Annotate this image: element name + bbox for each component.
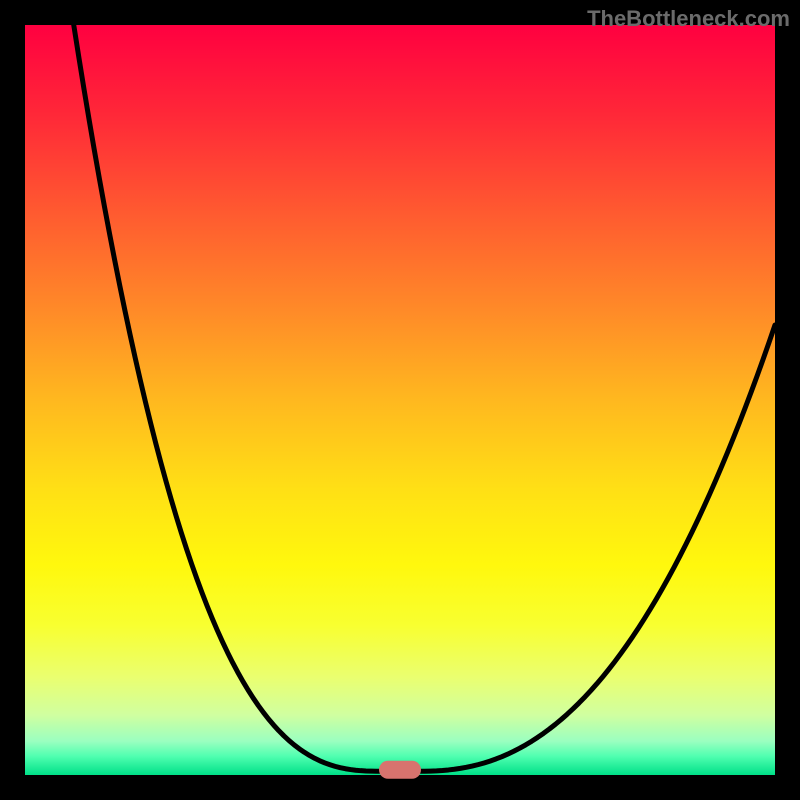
figure-container: TheBottleneck.com (0, 0, 800, 800)
optimum-marker (379, 761, 421, 779)
watermark-text: TheBottleneck.com (587, 6, 790, 32)
bottleneck-chart (0, 0, 800, 800)
plot-background-gradient (25, 25, 775, 775)
